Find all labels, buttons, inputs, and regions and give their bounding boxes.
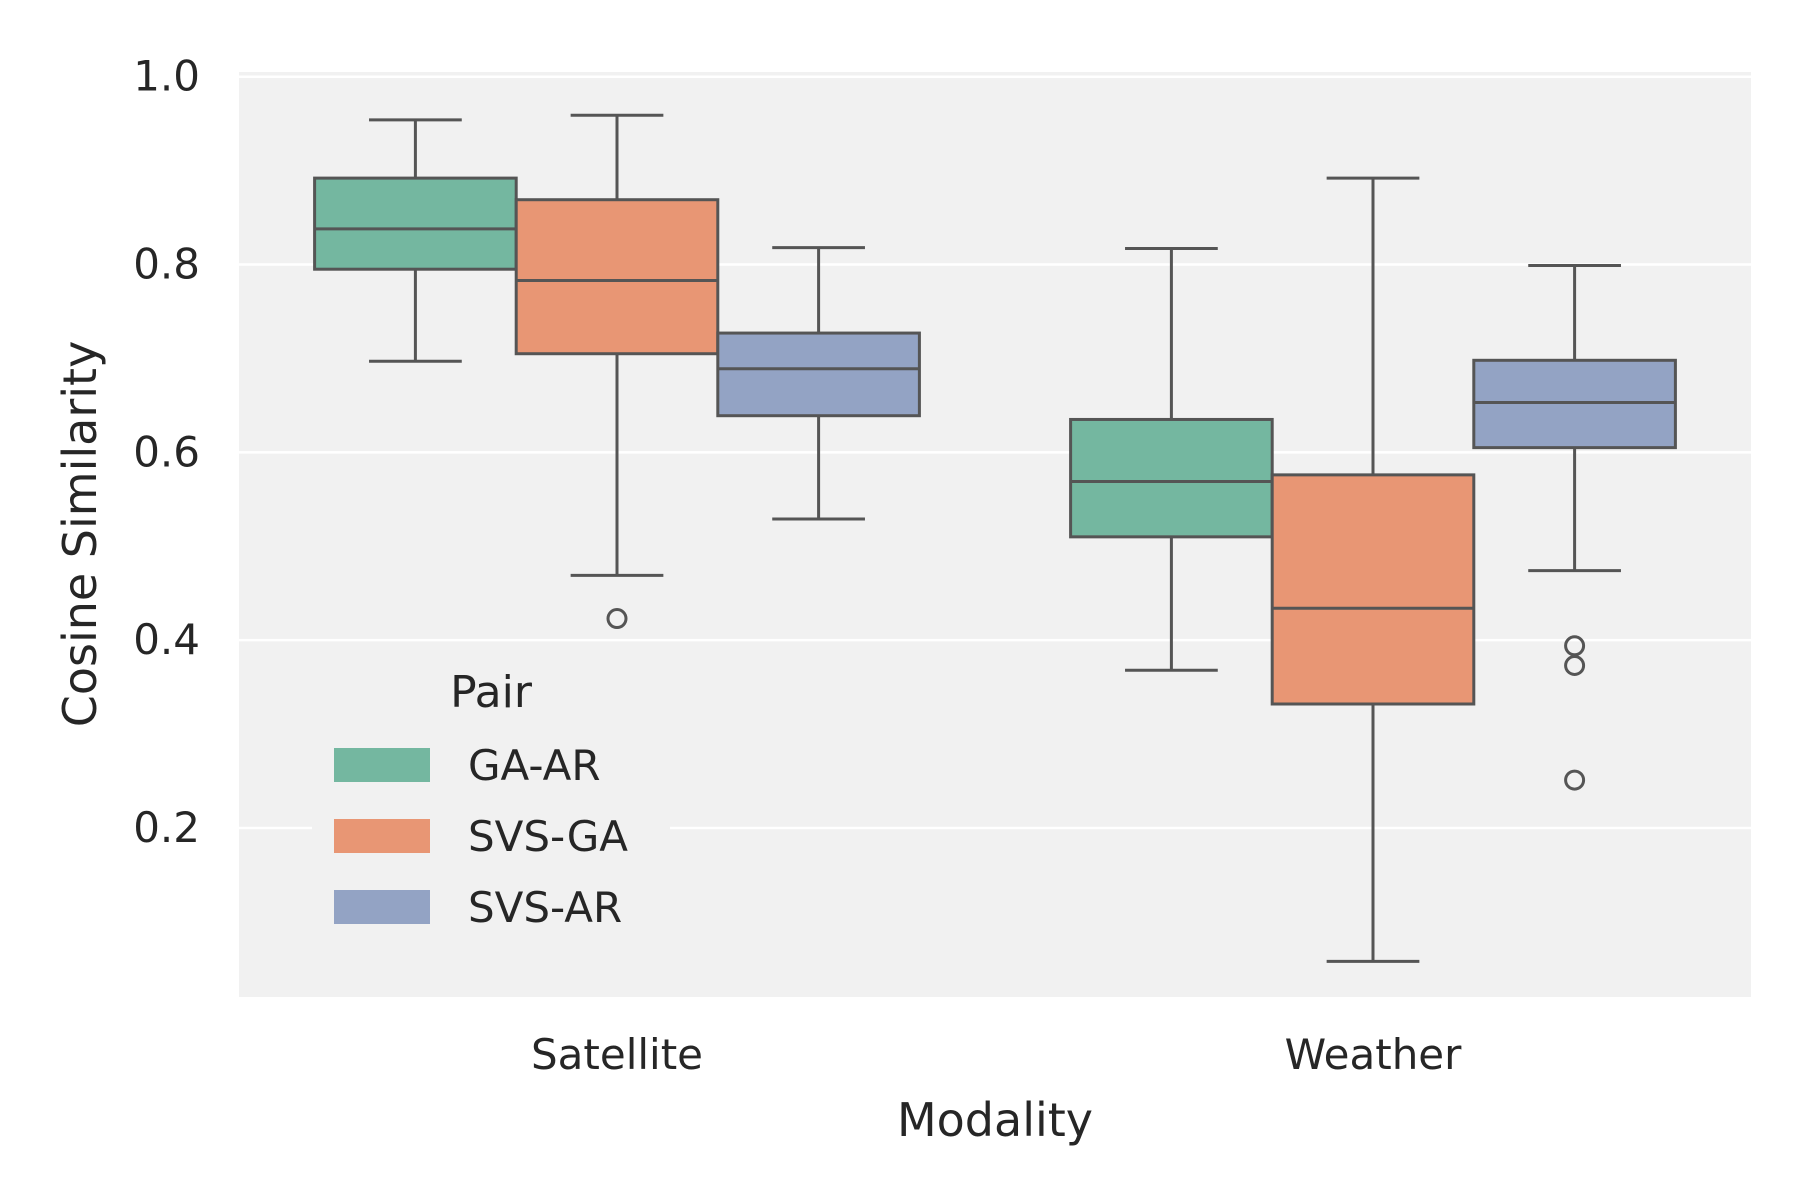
x-tick-label-satellite: Satellite: [531, 1030, 703, 1079]
x-axis-label: Modality: [897, 1093, 1093, 1147]
y-tick-label: 0.8: [133, 240, 200, 289]
box-iqr: [1069, 417, 1274, 539]
box-SVS-GA-Weather: [1270, 176, 1476, 963]
outlier-point: [1564, 769, 1586, 791]
legend-swatch-svs-ga: [334, 819, 430, 853]
box-series: [313, 113, 1677, 963]
x-tick-labels: Satellite Weather: [531, 1030, 1462, 1079]
y-tick-label: 0.2: [133, 803, 200, 852]
box-SVS-AR-Weather: [1472, 263, 1677, 791]
y-tick-label: 1.0: [133, 52, 200, 101]
legend-title: Pair: [450, 667, 533, 718]
outlier-point: [606, 608, 628, 630]
y-tick-label: 0.4: [133, 615, 200, 664]
y-tick-labels: 0.2 0.4 0.6 0.8 1.0: [133, 52, 200, 852]
box-SVS-AR-Satellite: [716, 246, 921, 521]
legend-label-ga-ar: GA-AR: [468, 741, 601, 790]
box-iqr: [313, 176, 518, 271]
box-GA-AR-Satellite: [313, 118, 518, 363]
legend-swatch-ga-ar: [334, 748, 430, 782]
legend-label-svs-ar: SVS-AR: [468, 883, 622, 932]
box-iqr: [716, 331, 921, 418]
box-SVS-GA-Satellite: [514, 113, 720, 701]
y-axis-label: Cosine Similarity: [53, 341, 107, 728]
outlier-point: [1564, 635, 1586, 657]
legend-swatch-svs-ar: [334, 890, 430, 924]
legend-label-svs-ga: SVS-GA: [468, 812, 628, 861]
x-tick-label-weather: Weather: [1285, 1030, 1463, 1079]
legend-frame: [312, 655, 670, 925]
box-iqr: [514, 198, 720, 356]
box-iqr: [1270, 473, 1476, 706]
outlier-point: [1564, 655, 1586, 677]
y-tick-label: 0.6: [133, 427, 200, 476]
legend: Pair GA-AR SVS-GA SVS-AR: [312, 655, 670, 932]
box-GA-AR-Weather: [1069, 247, 1274, 672]
